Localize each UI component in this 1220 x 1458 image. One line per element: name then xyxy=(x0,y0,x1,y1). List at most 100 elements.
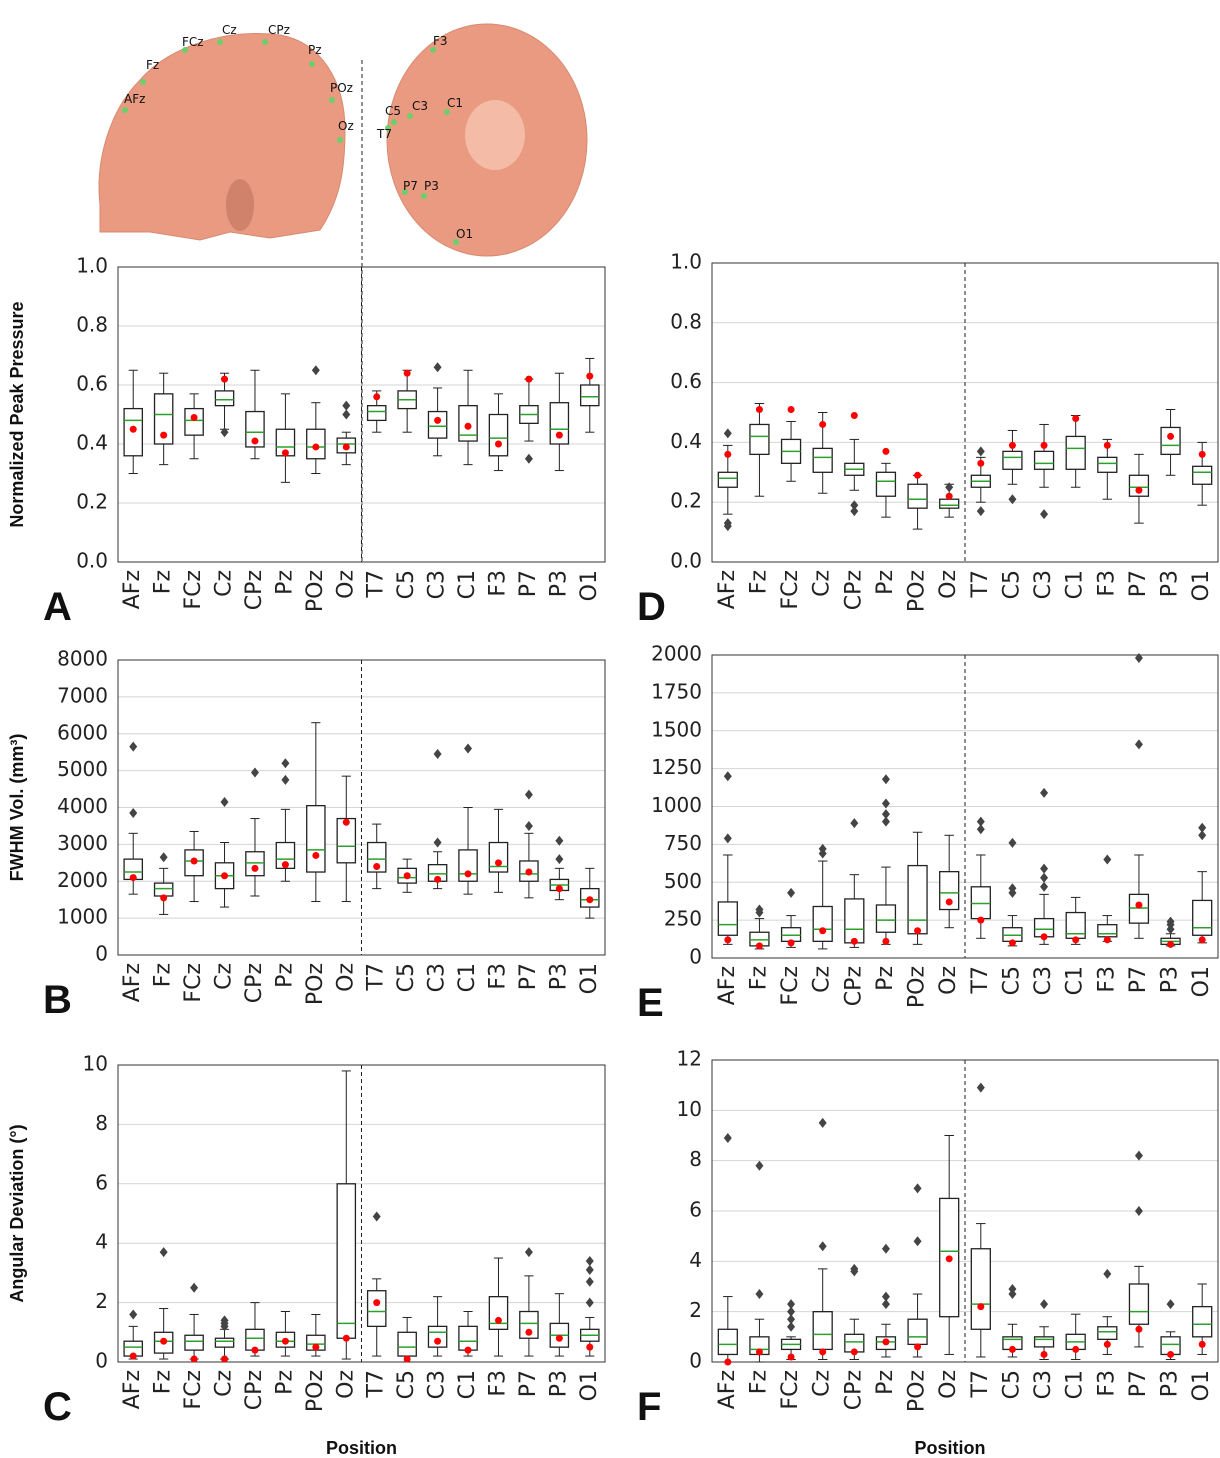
mean xyxy=(1040,441,1048,449)
mean xyxy=(403,369,411,377)
outlier xyxy=(945,482,954,493)
mean xyxy=(1072,1345,1080,1353)
x-tick-label: Cz xyxy=(810,966,835,993)
x-tick-label: CPz xyxy=(242,963,267,1003)
outlier xyxy=(342,409,351,420)
outlier xyxy=(755,1160,764,1171)
mean xyxy=(850,411,858,419)
electrode-label: FCz xyxy=(182,35,204,49)
mean xyxy=(312,443,320,451)
outlier xyxy=(1008,1284,1017,1295)
box xyxy=(1097,456,1118,473)
outlier xyxy=(129,1309,138,1320)
outlier xyxy=(1134,739,1143,750)
outlier xyxy=(250,767,259,778)
mean xyxy=(494,440,502,448)
panel: 0 1000 2000 3000 4000 5000 6000 7000 8000 AFz Fz FC… xyxy=(7,647,606,1022)
y-tick-label: 1500 xyxy=(651,717,702,741)
mean xyxy=(819,1348,827,1356)
box xyxy=(970,1248,991,1330)
mean xyxy=(312,1343,320,1351)
outlier xyxy=(755,1289,764,1300)
outlier xyxy=(1134,1150,1143,1161)
x-tick-label: P7 xyxy=(1126,570,1151,597)
outlier xyxy=(787,1321,796,1332)
y-tick-label: 1.0 xyxy=(670,250,702,274)
outlier xyxy=(372,1211,381,1222)
x-tick-label: Pz xyxy=(272,570,297,595)
outlier xyxy=(433,837,442,848)
mean xyxy=(403,872,411,880)
electrode-label: O1 xyxy=(456,227,473,241)
outlier xyxy=(1198,822,1207,833)
y-axis-label: FWHM Vol. (mm³) xyxy=(7,734,27,882)
box xyxy=(488,841,509,873)
x-tick-label: CPz xyxy=(242,1370,267,1410)
outlier xyxy=(913,1183,922,1194)
box xyxy=(427,410,448,439)
mean xyxy=(221,872,229,880)
y-tick-label: 6000 xyxy=(57,720,108,744)
mean xyxy=(724,450,732,458)
outlier xyxy=(159,1247,168,1258)
y-tick-label: 8 xyxy=(95,1111,108,1135)
x-tick-label: P3 xyxy=(546,1370,571,1397)
mean xyxy=(1135,1325,1143,1333)
y-tick-label: 0.6 xyxy=(670,369,702,393)
x-tick-label: POz xyxy=(905,570,930,612)
electrode-label: POz xyxy=(330,81,353,95)
x-tick-label: Fz xyxy=(151,963,176,987)
box xyxy=(1097,1326,1118,1341)
box xyxy=(1192,1305,1213,1338)
electrode-label: P3 xyxy=(424,179,439,193)
x-tick-label: Pz xyxy=(272,963,297,988)
y-tick-label: 6 xyxy=(95,1170,108,1194)
electrode-dot xyxy=(122,107,128,113)
box xyxy=(306,805,326,873)
x-tick-label: C5 xyxy=(394,570,419,599)
y-tick-label: 0.0 xyxy=(76,549,108,573)
box xyxy=(939,498,960,509)
mean xyxy=(312,851,320,859)
y-tick-label: 1.0 xyxy=(76,254,108,278)
outlier xyxy=(976,506,985,517)
box xyxy=(366,1290,387,1328)
x-tick-label: F3 xyxy=(485,963,510,990)
outlier xyxy=(1008,837,1017,848)
box xyxy=(844,898,865,944)
outlier xyxy=(723,428,732,439)
outlier xyxy=(787,1306,796,1317)
box xyxy=(184,1334,204,1351)
outlier xyxy=(555,854,564,865)
electrode-label: C3 xyxy=(412,99,428,113)
x-tick-label: Oz xyxy=(936,570,961,599)
mean xyxy=(342,1334,350,1342)
mean xyxy=(787,406,795,414)
mean xyxy=(525,375,533,383)
x-tick-label: C3 xyxy=(425,963,450,992)
mean xyxy=(850,1348,858,1356)
x-tick-label: Cz xyxy=(212,1370,237,1397)
x-tick-label: Cz xyxy=(212,963,237,990)
outlier xyxy=(881,774,890,785)
mean xyxy=(724,1358,732,1366)
x-tick-label: P7 xyxy=(1126,1370,1151,1397)
outlier xyxy=(555,835,564,846)
outlier xyxy=(1134,653,1143,664)
mean xyxy=(434,875,442,883)
electrode-label: CPz xyxy=(268,23,290,37)
x-tick-label: C5 xyxy=(999,966,1024,995)
box xyxy=(1128,893,1150,924)
mean xyxy=(819,927,827,935)
outlier xyxy=(881,1299,890,1310)
mean xyxy=(555,885,563,893)
x-tick-label: P7 xyxy=(516,963,541,990)
electrode-label: Pz xyxy=(308,43,322,57)
box xyxy=(812,447,833,473)
mean xyxy=(251,437,259,445)
mean xyxy=(1167,940,1175,948)
mean xyxy=(281,449,289,457)
box xyxy=(749,423,770,456)
mean xyxy=(281,1337,289,1345)
